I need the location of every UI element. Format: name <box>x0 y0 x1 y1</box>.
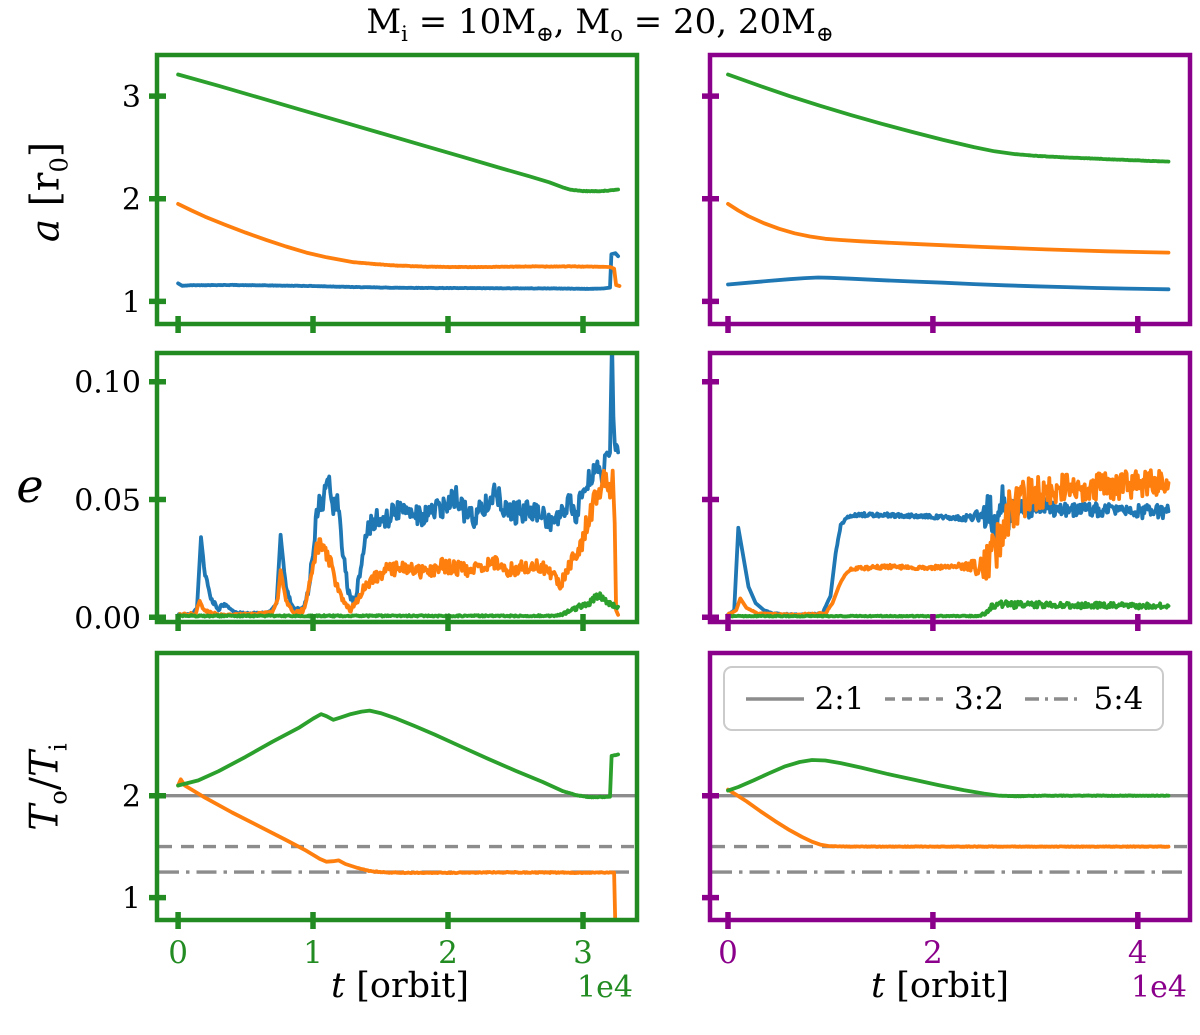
y-tick-label: 1 <box>122 285 141 320</box>
axes-frame <box>154 52 640 327</box>
series-middle <box>176 468 620 618</box>
xlabel-right: t [orbit] <box>871 966 1009 1006</box>
legend-entry-5:4: 5:4 <box>1023 680 1144 717</box>
panel-period-ratio-left: 120 1 2 3 <box>122 650 640 971</box>
series-inner <box>726 484 1171 618</box>
y-tick-label: 0.05 <box>74 484 141 519</box>
panel-e-left: 0.00 0.05 0.10 <box>74 350 640 636</box>
series-middle <box>726 202 1171 255</box>
series-middle-inner-ratio <box>176 777 618 920</box>
legend-entry-2:1: 2:1 <box>744 680 865 717</box>
legend-label: 5:4 <box>1093 680 1144 717</box>
y-tick-label: 3 <box>122 80 141 115</box>
series-outer <box>176 72 620 194</box>
series-outer-middle-ratio <box>176 708 620 800</box>
legend-line-sample-2:1 <box>745 696 804 701</box>
ylabel-eccentricity: e <box>16 459 44 513</box>
x-tick-label: 3 <box>573 935 593 971</box>
figure-title: Mi = 10M⊕, Mo = 20, 20M⊕ <box>366 2 834 46</box>
y-tick-label: 2 <box>122 183 141 218</box>
series-middle <box>726 468 1171 618</box>
panel-period-ratio-right: 0 2 4 <box>702 650 1193 971</box>
x-tick-label: 0 <box>718 935 738 971</box>
y-tick-label: 0.00 <box>74 601 141 636</box>
axis-offset-right: 1e4 <box>1131 970 1187 1005</box>
series-outer <box>726 72 1171 164</box>
legend: 2:1 3:2 5:4 <box>723 666 1164 731</box>
axis-offset-left: 1e4 <box>577 970 633 1005</box>
x-tick-label: 2 <box>438 935 458 971</box>
series-outer <box>176 591 620 619</box>
legend-line-sample-3:2 <box>885 696 944 701</box>
panel-a-right <box>702 52 1193 333</box>
series-middle-inner-ratio <box>726 787 1171 849</box>
xlabel-left: t [orbit] <box>331 966 469 1006</box>
legend-entry-3:2: 3:2 <box>883 681 1004 717</box>
y-tick-label: 1 <box>122 882 141 917</box>
x-tick-label: 1 <box>303 935 323 971</box>
series-middle <box>176 202 622 288</box>
axes-frame <box>707 350 1193 625</box>
series-inner <box>726 275 1171 292</box>
series-outer <box>726 599 1171 619</box>
panel-a-left: 1 2 3 <box>122 52 640 333</box>
x-tick-label: 2 <box>923 935 943 971</box>
legend-label: 2:1 <box>814 680 865 717</box>
y-tick-label: 0.10 <box>74 366 141 401</box>
panel-e-right <box>702 350 1193 631</box>
series-outer-middle-ratio <box>726 758 1171 799</box>
legend-label: 3:2 <box>954 680 1004 717</box>
y-tick-label: 2 <box>122 780 141 815</box>
axes-frame <box>707 52 1193 327</box>
axes-frame <box>154 650 640 923</box>
axes-frame <box>707 650 1193 923</box>
axes-frame <box>154 350 640 625</box>
legend-line-sample-5:4 <box>1024 696 1083 701</box>
series-inner <box>176 251 620 291</box>
x-tick-label: 4 <box>1128 935 1148 971</box>
x-tick-label: 0 <box>168 935 188 971</box>
